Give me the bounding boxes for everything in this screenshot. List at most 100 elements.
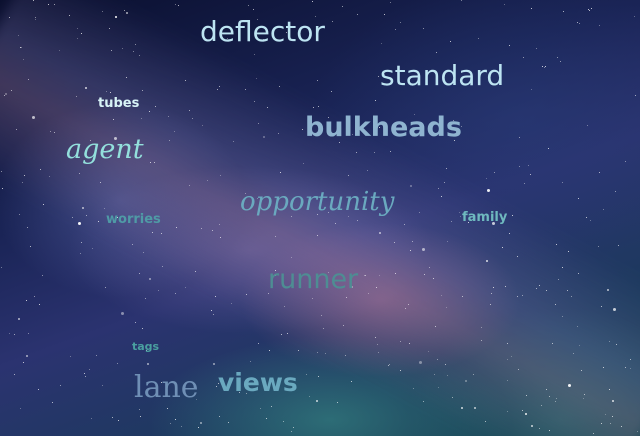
star — [245, 193, 246, 194]
star — [28, 333, 29, 334]
star — [21, 47, 22, 48]
star — [562, 267, 563, 268]
star — [115, 16, 117, 18]
star — [321, 315, 322, 316]
star — [454, 140, 455, 141]
star — [541, 405, 542, 406]
star — [474, 407, 476, 409]
star — [5, 93, 7, 95]
star — [306, 374, 307, 375]
star — [346, 297, 347, 298]
star — [135, 322, 136, 323]
star — [117, 363, 118, 364]
star — [522, 410, 523, 411]
star — [438, 387, 439, 388]
star — [328, 272, 329, 273]
star — [481, 340, 482, 341]
star — [219, 224, 220, 225]
star — [390, 2, 391, 3]
star — [408, 304, 409, 305]
star — [492, 222, 495, 225]
star — [59, 50, 60, 51]
star — [446, 168, 447, 169]
star — [447, 375, 448, 376]
star — [275, 270, 276, 271]
star — [35, 19, 36, 20]
star — [293, 427, 294, 428]
star — [79, 173, 80, 174]
star — [147, 363, 149, 365]
star — [522, 295, 523, 296]
star — [400, 341, 401, 342]
star — [23, 362, 24, 363]
star — [343, 325, 344, 326]
star — [54, 4, 55, 5]
star — [560, 61, 561, 62]
star — [507, 343, 508, 344]
star — [634, 16, 635, 17]
star — [323, 328, 324, 329]
star — [612, 416, 613, 417]
star — [599, 172, 600, 173]
word-family: family — [462, 210, 508, 225]
star — [375, 337, 376, 338]
star — [410, 250, 411, 251]
star — [317, 352, 318, 353]
star — [429, 267, 430, 268]
star — [616, 344, 617, 345]
star — [16, 129, 17, 130]
star — [351, 381, 352, 382]
star — [517, 296, 518, 297]
star — [85, 376, 86, 377]
star — [357, 14, 358, 15]
star — [413, 388, 414, 389]
star — [49, 176, 50, 177]
star — [337, 402, 338, 403]
star — [201, 228, 202, 229]
star — [487, 189, 490, 192]
star — [381, 43, 382, 44]
star — [104, 208, 105, 209]
star — [100, 182, 101, 183]
star — [267, 107, 268, 108]
star — [219, 86, 220, 87]
star — [312, 298, 313, 299]
star — [32, 116, 35, 119]
star — [185, 287, 186, 288]
star — [141, 118, 142, 119]
star — [558, 279, 559, 280]
star — [435, 326, 436, 327]
star — [437, 359, 438, 360]
word-tags: tags — [132, 340, 160, 353]
star — [478, 38, 479, 39]
star — [278, 133, 279, 134]
star — [434, 374, 435, 375]
star — [84, 373, 85, 374]
star — [266, 418, 267, 419]
word-tubes: tubes — [98, 96, 140, 111]
star — [1, 171, 2, 172]
star — [139, 409, 140, 410]
star — [275, 275, 276, 276]
star — [562, 316, 563, 317]
star — [4, 95, 5, 96]
star — [149, 278, 151, 280]
star — [258, 343, 259, 344]
star — [441, 295, 442, 296]
star — [424, 274, 425, 275]
star — [23, 59, 24, 60]
word-deflector: deflector — [200, 15, 325, 48]
star — [571, 296, 572, 297]
star — [39, 304, 40, 305]
star — [198, 427, 199, 428]
star — [605, 414, 606, 415]
star — [507, 411, 508, 412]
star — [135, 44, 136, 45]
star — [102, 385, 103, 386]
star — [502, 247, 503, 248]
star — [275, 236, 276, 237]
star — [512, 215, 513, 216]
star — [630, 368, 631, 369]
